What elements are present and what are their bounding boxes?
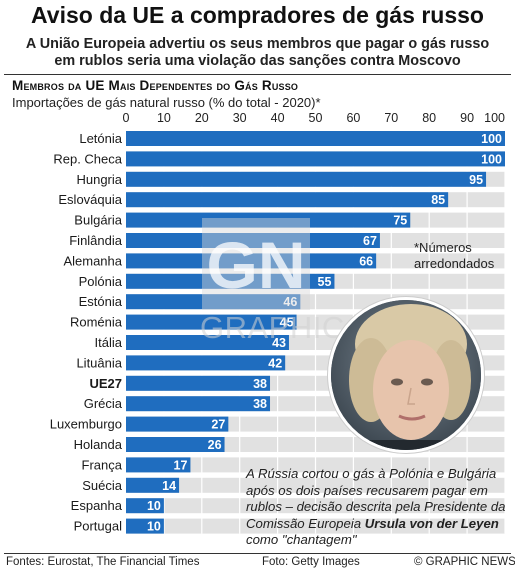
x-tick-label: 80 <box>422 112 436 125</box>
bar-value-label: 75 <box>393 214 407 228</box>
footer-photo-credit: Foto: Getty Images <box>262 556 360 568</box>
x-tick-label: 0 <box>123 112 130 125</box>
bar <box>126 192 449 208</box>
bar-value-label: 100 <box>481 132 502 146</box>
x-tick-label: 90 <box>460 112 474 125</box>
bar-value-label: 66 <box>359 254 373 268</box>
bar-value-label: 85 <box>431 193 445 207</box>
bar <box>126 375 271 391</box>
category-label: Itália <box>95 335 123 350</box>
bar-value-label: 38 <box>253 377 267 391</box>
category-label: Lituânia <box>76 355 122 370</box>
svg-text:GN: GN <box>207 228 306 302</box>
chart-title: Membros da UE Mais Dependentes do Gás Ru… <box>12 78 299 93</box>
bar <box>126 151 505 167</box>
x-tick-label: 10 <box>157 112 171 125</box>
x-tick-label: 50 <box>309 112 323 125</box>
category-label: Bulgária <box>74 213 122 228</box>
bar-value-label: 46 <box>283 295 297 309</box>
category-label: Polónia <box>79 274 123 289</box>
bar-value-label: 26 <box>208 438 222 452</box>
bar-value-label: 14 <box>162 479 176 493</box>
bar <box>126 477 180 493</box>
rounding-note: *Números arredondados <box>414 240 494 272</box>
category-label: Espanha <box>71 498 123 513</box>
bar <box>126 416 229 432</box>
page-subtitle: A União Europeia advertiu os seus membro… <box>6 36 509 70</box>
category-label: Luxemburgo <box>50 417 122 432</box>
portrait-illustration <box>331 300 481 450</box>
caption-person-name: Ursula von der Leyen <box>364 515 499 531</box>
bar <box>126 457 191 473</box>
category-label: Estónia <box>79 294 123 309</box>
category-label: Letónia <box>79 131 122 146</box>
category-label: Rep. Checa <box>53 151 122 166</box>
note-line-1: *Números <box>414 240 472 255</box>
category-label: Hungria <box>76 172 122 187</box>
x-tick-label: 60 <box>346 112 360 125</box>
chart-subtitle: Importações de gás natural russo (% do t… <box>12 95 321 110</box>
header-divider <box>4 74 511 75</box>
bar-value-label: 95 <box>469 173 483 187</box>
category-label: Finlândia <box>69 233 123 248</box>
bar <box>126 518 164 534</box>
bar-value-label: 100 <box>481 152 502 166</box>
footer-copyright: © GRAPHIC NEWS <box>414 556 515 568</box>
bar <box>126 396 271 412</box>
page-title: Aviso da UE a compradores de gás russo <box>31 2 484 28</box>
bar-value-label: 38 <box>253 397 267 411</box>
bar-value-label: 10 <box>147 520 161 534</box>
bar-value-label: 10 <box>147 499 161 513</box>
x-tick-label: 100 <box>484 112 505 125</box>
bar <box>126 437 225 452</box>
category-label: Eslováquia <box>58 192 122 207</box>
category-label: UE27 <box>89 376 122 391</box>
x-tick-label: 30 <box>233 112 247 125</box>
category-label: Grécia <box>84 396 123 411</box>
category-label: Roménia <box>70 315 123 330</box>
bar <box>126 212 411 228</box>
bar-value-label: 17 <box>174 458 188 472</box>
bar-value-label: 55 <box>318 275 332 289</box>
bar-value-label: 43 <box>272 336 286 350</box>
subtitle-line-2: em rublos seria uma violação das sanções… <box>54 53 461 69</box>
subtitle-line-1: A União Europeia advertiu os seus membro… <box>25 36 490 52</box>
bar <box>126 498 164 514</box>
bar <box>126 314 297 330</box>
x-tick-label: 20 <box>195 112 209 125</box>
category-label: Portugal <box>74 519 123 534</box>
category-label: Holanda <box>74 437 123 452</box>
x-tick-label: 70 <box>384 112 398 125</box>
bar <box>126 253 377 269</box>
photo-caption: A Rússia cortou o gás à Polónia e Bulgár… <box>246 466 508 549</box>
bar <box>126 171 487 187</box>
graphic-news-logo-watermark: GN <box>202 218 310 310</box>
caption-text-start: A Rússia cortou o gás à Polónia e Bulgár… <box>246 466 506 531</box>
category-label: França <box>82 457 123 472</box>
bar <box>126 273 335 289</box>
bar <box>126 294 301 310</box>
caption-text-end: como "chantagem" <box>246 532 357 547</box>
bar <box>126 335 289 350</box>
bar-value-label: 67 <box>363 234 377 248</box>
bar <box>126 131 505 146</box>
category-label: Suécia <box>82 478 123 493</box>
bar <box>126 233 380 248</box>
bar <box>126 355 286 371</box>
bar-value-label: 27 <box>211 418 225 432</box>
bar-value-label: 45 <box>280 316 294 330</box>
footer-sources: Fontes: Eurostat, The Financial Times <box>6 556 200 568</box>
x-tick-label: 40 <box>271 112 285 125</box>
footer-divider <box>4 553 511 554</box>
portrait-photo <box>328 297 484 453</box>
note-line-2: arredondados <box>414 256 495 271</box>
bar-value-label: 42 <box>268 356 282 370</box>
category-label: Alemanha <box>63 253 122 268</box>
